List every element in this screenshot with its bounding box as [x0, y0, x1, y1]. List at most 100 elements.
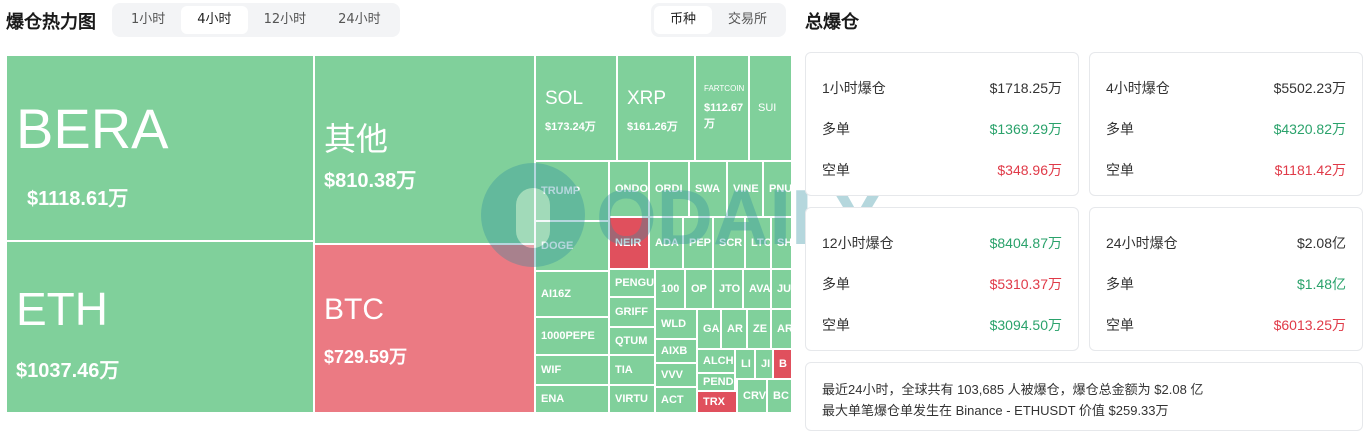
- tile-name: B: [779, 358, 787, 370]
- total-liquidation-title: 总爆仓: [805, 12, 859, 33]
- tile-griff[interactable]: GRIFF: [609, 297, 655, 327]
- tile-ar[interactable]: AR: [721, 309, 747, 349]
- tile-name: SWA: [695, 183, 721, 195]
- tile-value: $1037.46万: [16, 360, 120, 382]
- tile-value: $161.26万: [627, 121, 678, 133]
- tile-ze[interactable]: ZE: [747, 309, 771, 349]
- tile-name: 1000PEPE: [541, 330, 595, 342]
- tile-name: TIA: [615, 364, 633, 376]
- long-label: 多单: [822, 121, 850, 137]
- tile-pnut[interactable]: PNU: [763, 161, 792, 217]
- tile-crv[interactable]: CRV: [737, 379, 767, 413]
- tile-pendle[interactable]: PEND: [697, 373, 735, 391]
- tile-ada[interactable]: ADA: [649, 217, 683, 269]
- tile-xrp[interactable]: XRP $161.26万: [617, 55, 695, 161]
- tile-ava[interactable]: AVA: [743, 269, 771, 309]
- long-label: 多单: [1106, 276, 1134, 292]
- tile-ga[interactable]: GA: [697, 309, 721, 349]
- tile-pengu[interactable]: PENGU: [609, 269, 655, 297]
- tile-fartcoin[interactable]: FARTCOIN $112.67万: [695, 55, 749, 161]
- tile-pep[interactable]: PEP: [683, 217, 713, 269]
- short-value: $1181.42万: [1274, 162, 1346, 178]
- tile-op[interactable]: OP: [685, 269, 713, 309]
- summary-line-1: 最近24小时，全球共有 103,685 人被爆仓，爆仓总金额为 $2.08 亿: [822, 382, 1204, 397]
- tile-scr[interactable]: SCR: [713, 217, 745, 269]
- tile-name: 其他: [324, 121, 389, 157]
- tile-name: LI: [741, 358, 751, 370]
- short-label: 空单: [822, 162, 850, 178]
- tile-name: OP: [691, 283, 707, 295]
- time-option-24h[interactable]: 24小时: [338, 12, 381, 27]
- short-label: 空单: [822, 317, 850, 333]
- tile-trx[interactable]: TRX: [697, 391, 737, 413]
- tile-li[interactable]: LI: [735, 349, 755, 379]
- time-range-selector: 1小时 4小时 12小时 24小时: [112, 3, 400, 37]
- tile-b[interactable]: B: [773, 349, 792, 379]
- stat-total: $1718.25万: [989, 80, 1062, 96]
- tile-name: TRUMP: [541, 185, 581, 197]
- tile-name: SCR: [719, 237, 743, 249]
- stat-card-12h: 12小时爆仓 $8404.87万 多单 $5310.37万 空单 $3094.50万: [805, 207, 1079, 351]
- tile-qtum[interactable]: QTUM: [609, 327, 655, 355]
- stat-label: 24小时爆仓: [1106, 235, 1178, 251]
- tile-name: ENA: [541, 393, 565, 405]
- tile-other[interactable]: 其他 $810.38万: [314, 55, 535, 244]
- tile-name: CRV: [743, 390, 767, 402]
- tile-btc[interactable]: BTC $729.59万: [314, 244, 535, 413]
- time-option-4h[interactable]: 4小时: [181, 6, 248, 34]
- tile-name: VINE: [733, 183, 759, 195]
- tile-sol[interactable]: SOL $173.24万: [535, 55, 617, 161]
- tile-vvv[interactable]: VVV: [655, 363, 697, 387]
- tile-name: ONDO: [615, 183, 648, 195]
- tile-jto[interactable]: JTO: [713, 269, 743, 309]
- short-value: $6013.25万: [1273, 317, 1346, 333]
- tile-name: PEND: [703, 376, 734, 388]
- tile-name: VVV: [661, 369, 684, 381]
- tile-trump[interactable]: TRUMP: [535, 161, 609, 221]
- tile-swa[interactable]: SWA: [689, 161, 727, 217]
- tile-name: WIF: [541, 364, 562, 376]
- tile-ji[interactable]: JI: [755, 349, 773, 379]
- tile-1000pepe[interactable]: 1000PEPE: [535, 317, 609, 355]
- tile-ordi[interactable]: ORDI: [649, 161, 689, 217]
- tile-ju[interactable]: JU: [771, 269, 792, 309]
- tile-sh[interactable]: SH: [771, 217, 792, 269]
- stat-label: 12小时爆仓: [822, 235, 894, 251]
- tile-name: AIXB: [661, 345, 688, 357]
- tile-neiro[interactable]: NEIR: [609, 217, 649, 269]
- short-value: $348.96万: [997, 162, 1062, 178]
- tile-ondo[interactable]: ONDO: [609, 161, 649, 217]
- liquidation-heatmap: BERA $1118.61万 ETH $1037.46万 其他 $810.38万…: [6, 55, 792, 413]
- time-option-1h[interactable]: 1小时: [131, 12, 166, 27]
- tile-ai16z[interactable]: AI16Z: [535, 271, 609, 317]
- tile-name: PNU: [769, 183, 792, 195]
- tile-name: TRX: [703, 396, 725, 408]
- tile-eth[interactable]: ETH $1037.46万: [6, 241, 314, 413]
- tile-bera[interactable]: BERA $1118.61万: [6, 55, 314, 241]
- tile-name: FARTCOIN: [704, 84, 745, 93]
- stat-card-1h: 1小时爆仓 $1718.25万 多单 $1369.29万 空单 $348.96万: [805, 52, 1079, 196]
- tile-ltc[interactable]: LTC: [745, 217, 771, 269]
- group-mode-selector: 币种 交易所: [651, 3, 787, 37]
- tile-wif[interactable]: WIF: [535, 355, 609, 385]
- long-value: $5310.37万: [989, 276, 1062, 292]
- tile-wld[interactable]: WLD: [655, 309, 697, 339]
- tile-act[interactable]: ACT: [655, 387, 697, 413]
- mode-option-exchange[interactable]: 交易所: [728, 12, 768, 27]
- time-option-12h[interactable]: 12小时: [263, 12, 307, 27]
- tile-name: SUI: [758, 102, 777, 114]
- tile-sui[interactable]: SUI: [749, 55, 792, 161]
- tile-bch[interactable]: BC: [767, 379, 792, 413]
- tile-virtual[interactable]: VIRTU: [609, 385, 655, 413]
- tile-vine[interactable]: VINE: [727, 161, 763, 217]
- tile-ena[interactable]: ENA: [535, 385, 609, 413]
- tile-aixbt[interactable]: AIXB: [655, 339, 697, 363]
- tile-tia[interactable]: TIA: [609, 355, 655, 385]
- short-label: 空单: [1106, 162, 1134, 178]
- tile-doge[interactable]: DOGE: [535, 221, 609, 271]
- tile-ar2[interactable]: AR: [771, 309, 792, 349]
- tile-alch[interactable]: ALCH: [697, 349, 735, 373]
- tile-name: AR: [727, 323, 743, 335]
- tile-1000[interactable]: 100: [655, 269, 685, 309]
- mode-option-coin[interactable]: 币种: [654, 6, 713, 34]
